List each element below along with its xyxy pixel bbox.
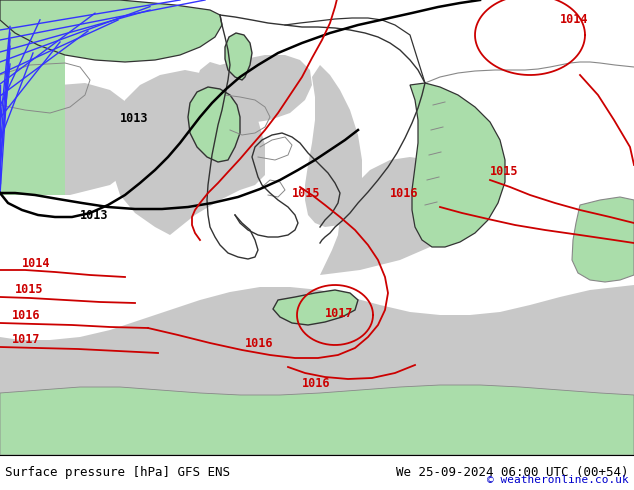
Text: 1014: 1014 [560,13,588,26]
Text: 1017: 1017 [12,333,41,346]
Polygon shape [188,87,240,162]
Polygon shape [305,65,362,227]
Text: 1015: 1015 [490,165,519,178]
Text: © weatheronline.co.uk: © weatheronline.co.uk [488,475,629,485]
Text: 1014: 1014 [22,257,51,270]
Text: We 25-09-2024 06:00 UTC (00+54): We 25-09-2024 06:00 UTC (00+54) [396,466,629,479]
Polygon shape [0,0,222,62]
Text: 1015: 1015 [292,187,321,200]
Polygon shape [572,197,634,282]
Polygon shape [0,83,140,195]
Polygon shape [225,33,252,80]
Polygon shape [195,55,312,123]
Polygon shape [320,157,460,275]
Text: Surface pressure [hPa] GFS ENS: Surface pressure [hPa] GFS ENS [5,466,230,479]
Polygon shape [110,70,265,235]
Polygon shape [410,83,505,247]
Polygon shape [0,285,634,455]
Text: 1017: 1017 [325,307,354,320]
Text: 1013: 1013 [80,209,108,222]
Text: 1016: 1016 [245,337,273,350]
Polygon shape [273,290,358,325]
Text: 1016: 1016 [302,377,330,390]
Text: 1015: 1015 [15,283,44,296]
Text: 1016: 1016 [390,187,418,200]
Text: 1016: 1016 [12,309,41,322]
Text: 1013: 1013 [120,112,148,125]
Bar [0,0,65,195]
Polygon shape [0,385,634,455]
